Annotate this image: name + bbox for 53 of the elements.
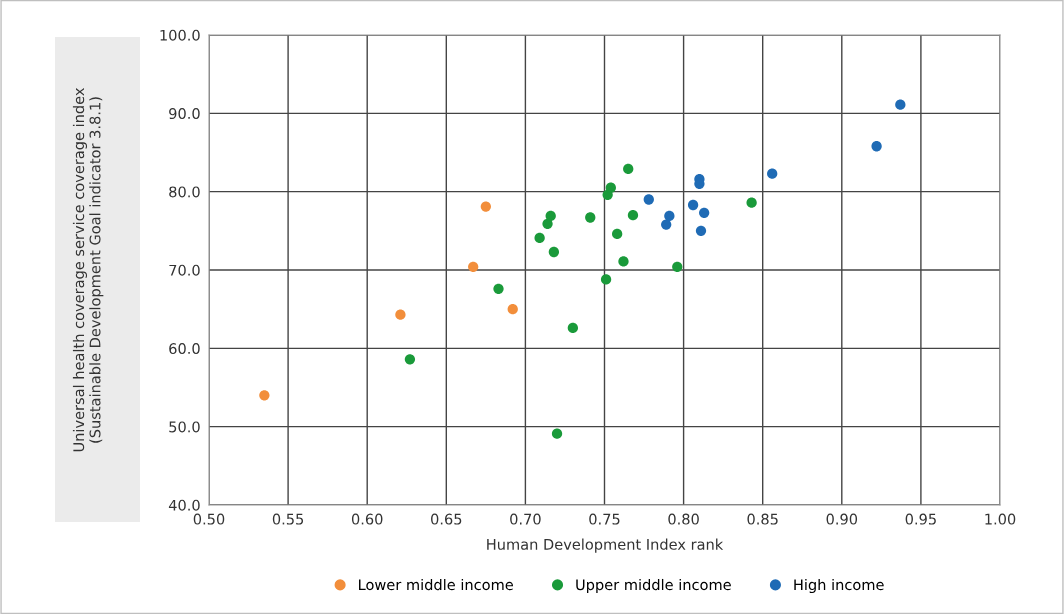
point <box>480 201 491 212</box>
point <box>871 141 882 152</box>
y-tick-label: 40.0 <box>168 499 200 511</box>
y-tick-label: 50.0 <box>169 421 200 433</box>
y-tick-label: 100.0 <box>160 29 200 41</box>
point <box>404 354 416 365</box>
y-tick-label: 60.0 <box>169 343 200 355</box>
x-tick-label: 0.55 <box>272 513 304 525</box>
y-axis-title: Universal health coverage service coverage index (Sustainable Development Goal indicator 3.8.1) <box>72 87 104 452</box>
x-axis-title: Human Development Index rank <box>487 538 724 553</box>
point <box>395 309 406 320</box>
point <box>534 232 545 244</box>
x-tick-label: 0.85 <box>747 513 778 525</box>
point <box>548 246 560 258</box>
point <box>468 261 479 273</box>
point <box>767 168 778 179</box>
legend-label: High income <box>794 578 884 594</box>
point <box>545 210 556 222</box>
x-tick-label: 0.65 <box>431 513 462 525</box>
y-tick-label: 80.0 <box>169 186 200 198</box>
point <box>567 322 579 334</box>
point <box>672 261 683 273</box>
point <box>585 212 596 223</box>
point <box>746 197 757 208</box>
point <box>507 304 518 315</box>
point <box>551 428 563 439</box>
legend-label: Lower middle income <box>359 578 513 591</box>
point <box>687 199 699 211</box>
point <box>695 225 707 236</box>
x-tick-label: 0.75 <box>589 513 620 525</box>
x-tick-label: 0.80 <box>668 513 699 525</box>
point <box>612 228 623 240</box>
legend-label: Upper middle income <box>576 578 731 594</box>
point <box>259 390 270 401</box>
point <box>699 207 710 218</box>
point <box>605 182 616 193</box>
point <box>627 210 639 221</box>
x-tick-label: 0.60 <box>351 513 383 525</box>
x-tick-label: 0.70 <box>510 513 541 525</box>
point <box>661 219 672 230</box>
point <box>643 194 654 205</box>
x-tick-label: 1.00 <box>985 513 1016 525</box>
point <box>600 274 612 285</box>
y-tick-label: 70.0 <box>169 264 200 276</box>
point <box>493 283 504 294</box>
point <box>895 99 906 110</box>
x-tick-label: 0.95 <box>905 513 936 525</box>
point <box>664 210 675 222</box>
x-tick-label: 0.90 <box>826 513 858 525</box>
y-tick-label: 90.0 <box>169 108 200 120</box>
point <box>618 256 629 267</box>
point <box>623 163 634 175</box>
x-tick-label: 0.50 <box>193 513 225 525</box>
